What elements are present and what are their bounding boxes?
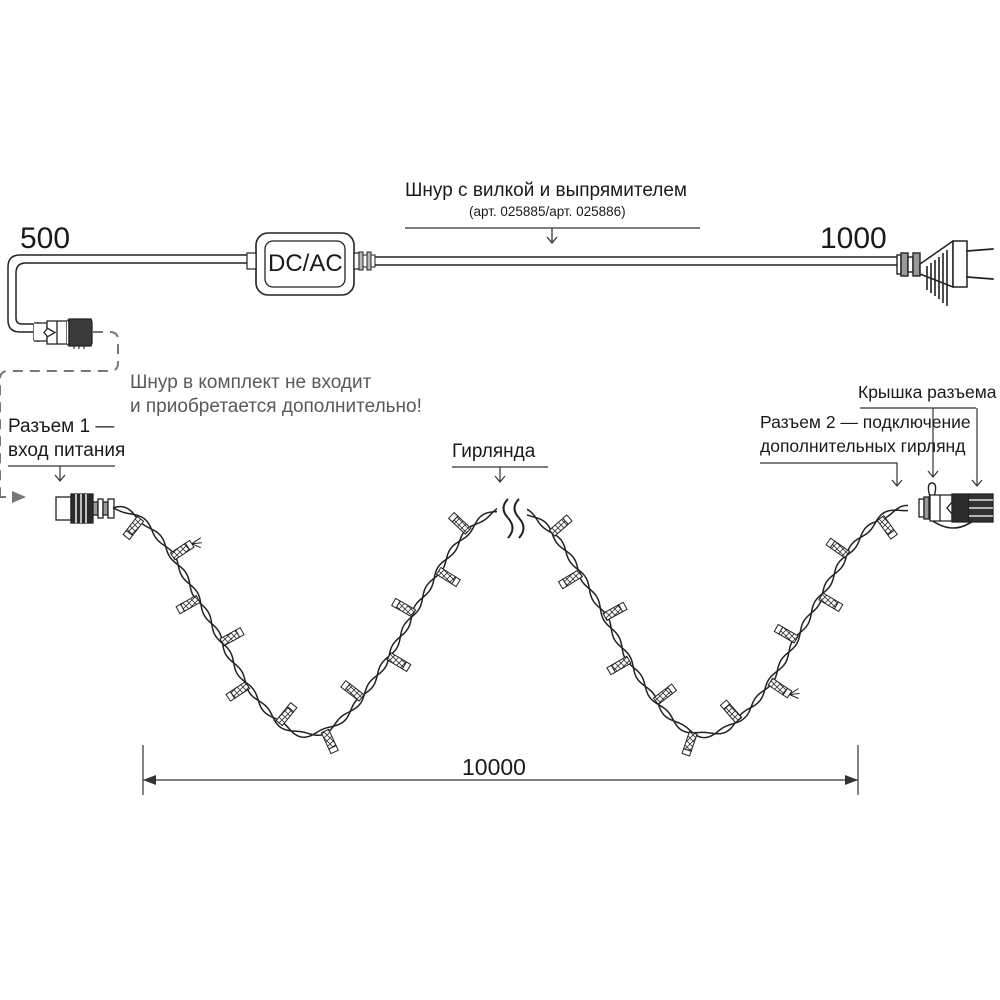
svg-text:1000: 1000: [820, 222, 887, 255]
svg-text:Шнур с вилкой и выпрямителем: Шнур с вилкой и выпрямителем: [405, 180, 687, 201]
svg-text:500: 500: [20, 222, 70, 255]
svg-text:Крышка разъема: Крышка разъема: [858, 382, 997, 402]
svg-text:Разъем 2 — подключение: Разъем 2 — подключение: [760, 412, 971, 432]
svg-text:Разъем 1 —: Разъем 1 —: [8, 416, 114, 437]
svg-text:Гирлянда: Гирлянда: [452, 441, 536, 462]
svg-text:DC/AC: DC/AC: [268, 250, 343, 277]
svg-text:и приобретается дополнительно!: и приобретается дополнительно!: [130, 396, 422, 417]
svg-text:10000: 10000: [462, 754, 526, 780]
svg-text:дополнительных гирлянд: дополнительных гирлянд: [760, 436, 965, 456]
svg-text:вход питания: вход питания: [8, 440, 125, 461]
svg-text:(арт. 025885/арт. 025886): (арт. 025885/арт. 025886): [469, 204, 626, 219]
svg-text:Шнур в комплект не входит: Шнур в комплект не входит: [130, 372, 372, 393]
